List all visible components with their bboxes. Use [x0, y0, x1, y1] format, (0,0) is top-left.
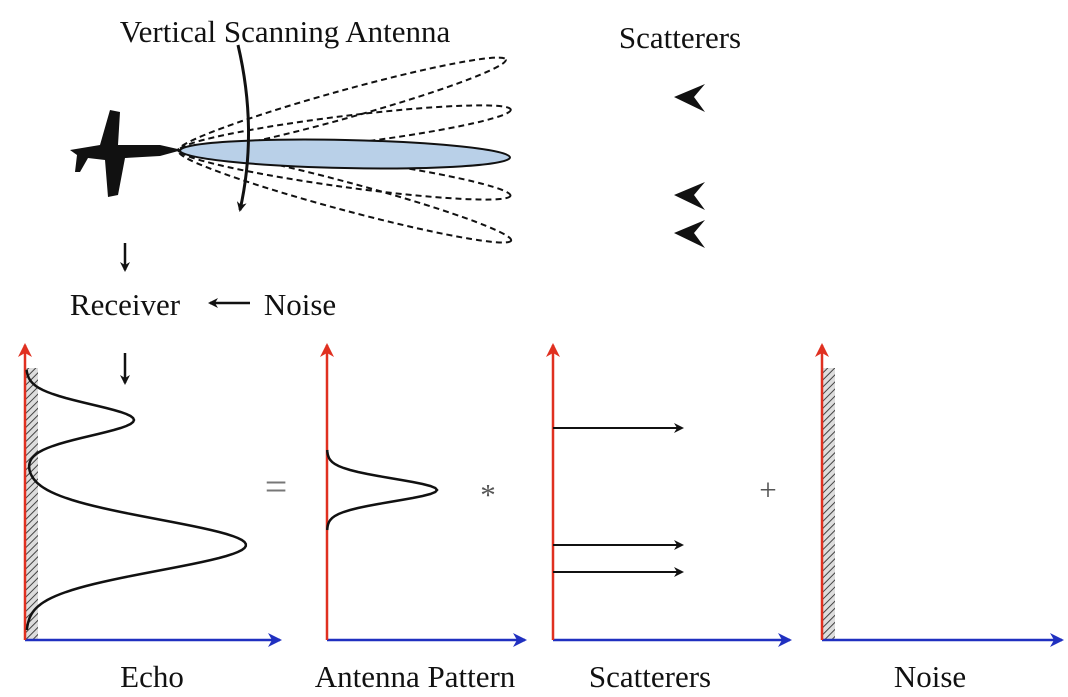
- operator: +: [759, 472, 776, 507]
- scatterer-icons: [674, 84, 705, 248]
- scatterer-arrows: [553, 428, 682, 572]
- diagram: Vertical Scanning Antenna Scatterers Rec…: [0, 0, 1068, 697]
- axes: [25, 345, 1062, 640]
- echo-curve: [27, 370, 246, 630]
- plot-label: Antenna Pattern: [315, 659, 516, 694]
- plot-label: Scatterers: [589, 659, 711, 694]
- scan-arc: [238, 45, 249, 210]
- hatch: [26, 368, 38, 640]
- plot-label: Noise: [894, 659, 966, 694]
- noise-label: Noise: [264, 287, 336, 322]
- title: Vertical Scanning Antenna: [120, 14, 451, 49]
- operator: =: [265, 464, 288, 509]
- pattern-curve: [327, 450, 437, 530]
- antenna-lobes: [174, 46, 514, 254]
- plot-label: Echo: [120, 659, 184, 694]
- airplane: [70, 110, 182, 197]
- operator: *: [480, 477, 496, 512]
- hatch: [823, 368, 835, 640]
- scatterers-label: Scatterers: [619, 20, 741, 55]
- receiver-label: Receiver: [70, 287, 181, 322]
